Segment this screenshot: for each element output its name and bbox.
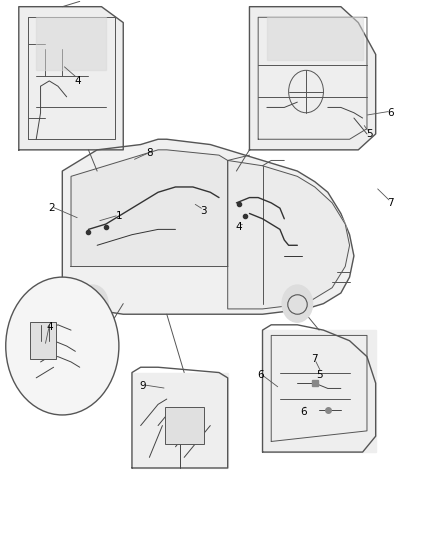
Text: 6: 6 [257, 370, 264, 380]
Polygon shape [262, 330, 376, 452]
Circle shape [78, 285, 108, 322]
Text: 6: 6 [388, 108, 394, 118]
Text: 7: 7 [388, 198, 394, 208]
Polygon shape [36, 17, 106, 70]
Polygon shape [267, 17, 363, 60]
Text: 7: 7 [311, 354, 318, 364]
Text: 5: 5 [366, 129, 372, 139]
Text: 9: 9 [140, 381, 146, 391]
FancyBboxPatch shape [165, 407, 204, 444]
Polygon shape [71, 150, 228, 266]
Circle shape [6, 277, 119, 415]
FancyBboxPatch shape [30, 322, 56, 359]
Text: 5: 5 [316, 370, 322, 380]
Polygon shape [250, 7, 376, 150]
Polygon shape [19, 7, 123, 150]
Text: 1: 1 [116, 211, 122, 221]
Text: 8: 8 [146, 148, 153, 158]
Text: 4: 4 [46, 322, 53, 333]
Polygon shape [62, 139, 354, 314]
Text: 2: 2 [48, 203, 55, 213]
Text: 4: 4 [74, 76, 81, 86]
Polygon shape [132, 373, 228, 468]
Text: 6: 6 [300, 407, 307, 417]
Text: 4: 4 [235, 222, 242, 232]
Circle shape [282, 285, 313, 322]
Polygon shape [228, 160, 350, 309]
Text: 3: 3 [201, 206, 207, 216]
